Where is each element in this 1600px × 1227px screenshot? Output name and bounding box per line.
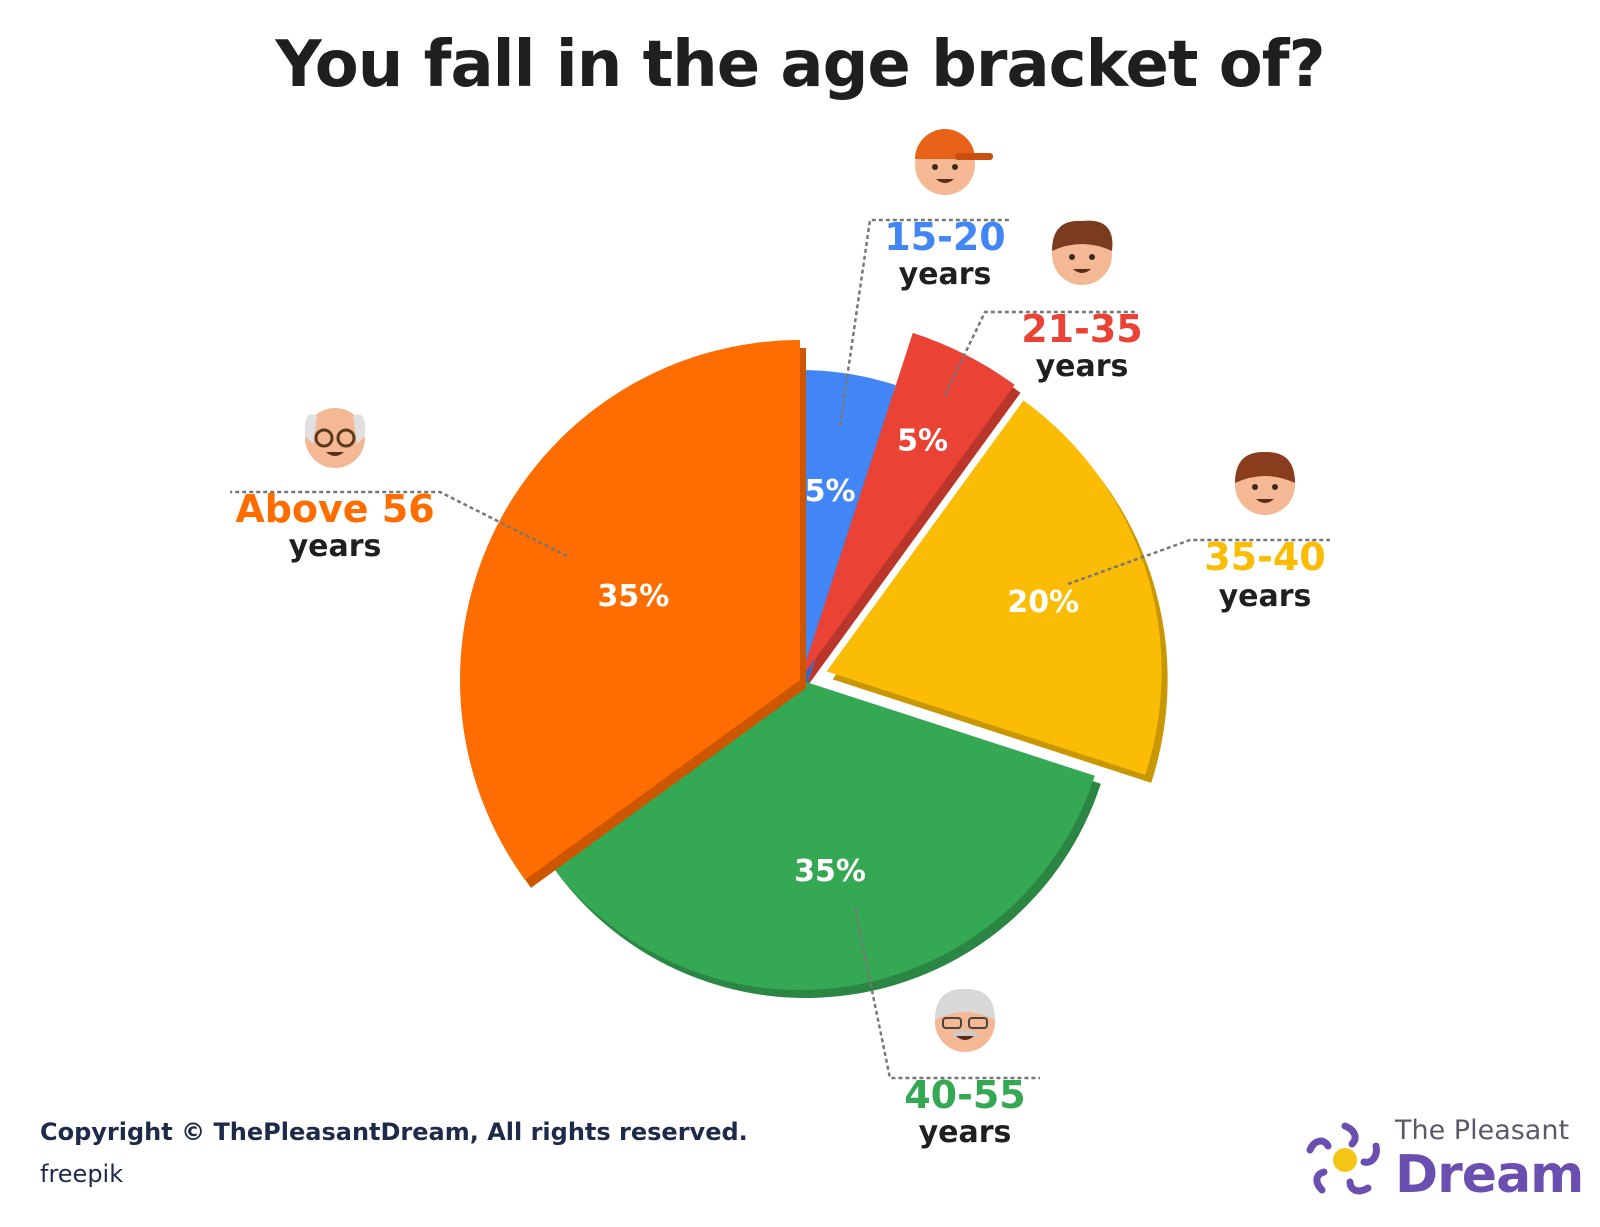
slice-value-label-21-35: 5% xyxy=(897,423,948,458)
category-unit-above-56: years xyxy=(289,529,382,564)
brand-logo-icon xyxy=(1306,1122,1380,1195)
brand-name-line2: Dream xyxy=(1395,1145,1584,1205)
callout-line-21-35 xyxy=(943,310,1135,396)
chart-title: You fall in the age bracket of? xyxy=(275,28,1325,102)
category-label-21-35: 21-35 xyxy=(1021,307,1143,351)
slice-35-40 xyxy=(826,400,1162,775)
category-unit-21-35: years xyxy=(1036,349,1129,384)
credit-text: freepik xyxy=(40,1160,124,1188)
category-unit-15-20: years xyxy=(899,257,992,292)
category-label-above-56: Above 56 xyxy=(235,487,434,531)
teen-with-cap-face-icon xyxy=(915,129,993,195)
man-with-glasses-mustache-face-icon xyxy=(935,988,995,1052)
category-label-15-20: 15-20 xyxy=(884,215,1006,259)
slice-value-label-35-40: 20% xyxy=(1007,585,1079,620)
slice-above-56 xyxy=(459,340,800,880)
callout-line-above-56 xyxy=(230,490,568,558)
slice-value-label-above-56: 35% xyxy=(597,579,669,614)
category-unit-35-40: years xyxy=(1219,579,1312,614)
category-label-40-55: 40-55 xyxy=(904,1073,1026,1117)
man-face-icon xyxy=(1235,451,1295,515)
callout-line-35-40 xyxy=(1067,538,1330,586)
elderly-man-with-glasses-face-icon xyxy=(304,408,366,468)
slice-21-35 xyxy=(800,332,1015,680)
category-label-35-40: 35-40 xyxy=(1204,535,1326,579)
category-unit-40-55: years xyxy=(919,1115,1012,1150)
brand-name-line1: The Pleasant xyxy=(1395,1115,1570,1146)
callout-line-40-55 xyxy=(853,907,1040,1080)
slice-value-label-40-55: 35% xyxy=(794,854,866,889)
slice-value-label-15-20: 5% xyxy=(805,474,856,509)
slice-15-20 xyxy=(800,370,896,680)
slice-40-55 xyxy=(549,680,1095,991)
copyright-text: Copyright © ThePleasantDream, All rights… xyxy=(40,1118,748,1146)
callout-line-15-20 xyxy=(838,218,1010,427)
young-man-face-icon xyxy=(1052,220,1113,285)
